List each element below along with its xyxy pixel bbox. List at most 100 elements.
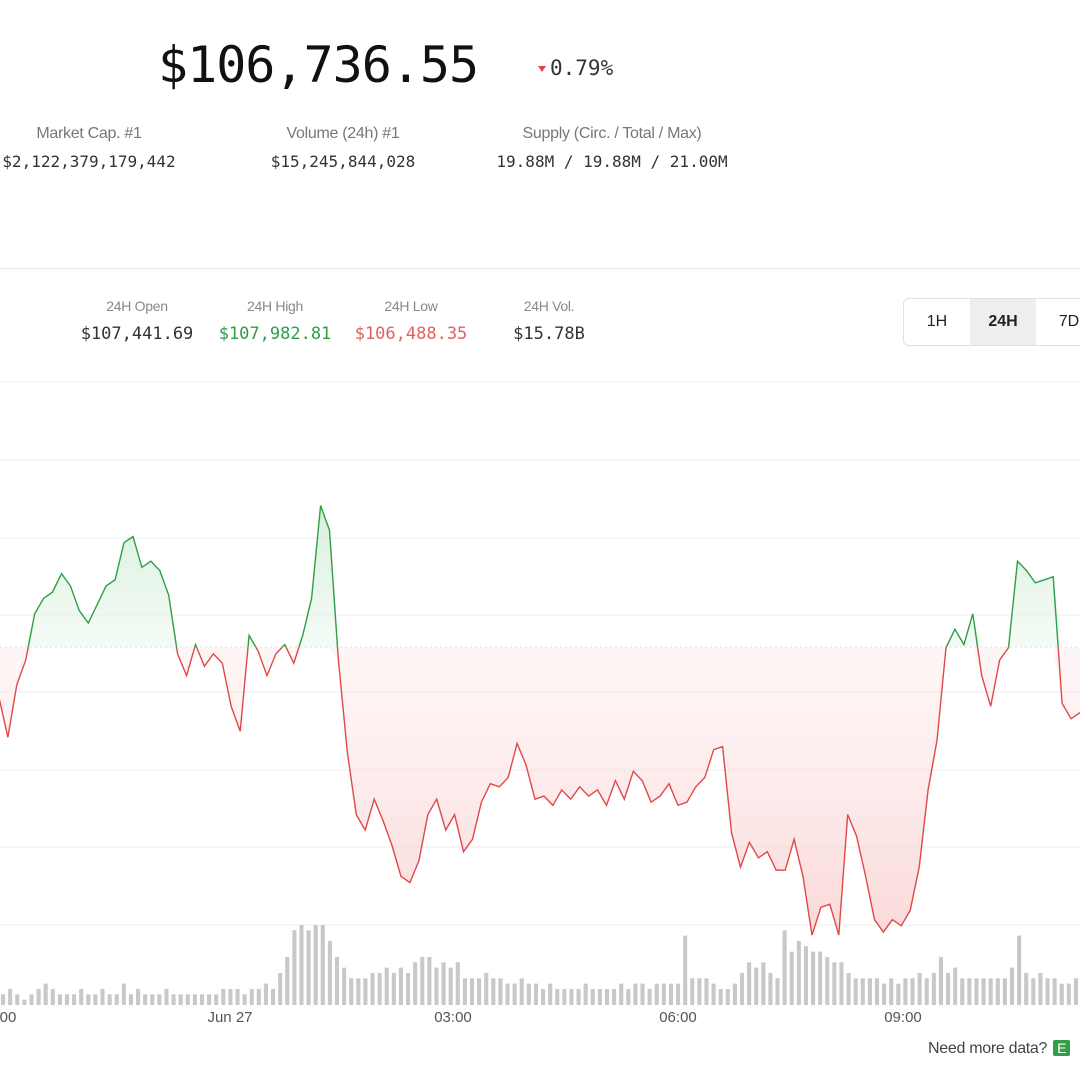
volume-bar xyxy=(576,989,581,1005)
volume-bar xyxy=(640,983,645,1005)
volume-bar xyxy=(661,983,666,1005)
volume-bar xyxy=(434,967,439,1005)
volume-bar xyxy=(36,989,41,1005)
volume-bar xyxy=(349,978,354,1005)
range-24h-button[interactable]: 24H xyxy=(970,299,1036,345)
range-7d-button[interactable]: 7D xyxy=(1058,313,1080,330)
volume-bar xyxy=(327,941,332,1005)
volume-bar xyxy=(164,989,169,1005)
more-data-cta-button[interactable]: E xyxy=(1053,1040,1071,1056)
volume-bar xyxy=(917,973,922,1005)
volume-bar xyxy=(1045,978,1050,1005)
volume-bar xyxy=(469,978,475,1005)
volume-bar xyxy=(995,978,1000,1005)
volume-bar xyxy=(946,973,951,1005)
volume-bar xyxy=(981,978,986,1005)
x-tick-label: 03:00 xyxy=(434,1009,472,1026)
volume-bar xyxy=(370,973,375,1005)
x-axis-ticks: 00 Jun 27 03:00 06:00 09:00 xyxy=(0,1009,922,1026)
volume-bar xyxy=(583,983,588,1005)
vol-label: 24H Vol. xyxy=(523,298,575,314)
market-cap-value: $2,122,379,179,442 xyxy=(2,152,176,171)
volume-bar xyxy=(356,978,361,1005)
volume-bar xyxy=(818,951,823,1005)
price-line-down xyxy=(0,647,1080,936)
volume-bar xyxy=(334,957,340,1005)
volume-bar xyxy=(931,973,936,1005)
volume-bar xyxy=(1009,967,1015,1005)
volume-bar xyxy=(228,989,233,1005)
volume-bar xyxy=(597,989,602,1005)
volume-bar xyxy=(711,983,716,1005)
volume-bar xyxy=(79,989,84,1005)
volume-bar xyxy=(718,989,723,1005)
volume-bar xyxy=(1059,983,1064,1005)
volume-bar xyxy=(249,989,254,1005)
volume-bar xyxy=(406,973,411,1005)
volume-bar xyxy=(704,978,709,1005)
below-open-fill xyxy=(0,647,1080,936)
volume-bar xyxy=(533,983,538,1005)
volume-bar xyxy=(498,978,503,1005)
volume-bar xyxy=(555,989,560,1005)
low-stat: 24H Low $106,488.35 xyxy=(346,298,476,344)
volume-bar xyxy=(441,962,446,1005)
volume-bar xyxy=(633,983,638,1005)
volume-bar xyxy=(882,983,887,1005)
high-stat: 24H High $107,982.81 xyxy=(210,298,340,344)
volume-bar xyxy=(775,978,780,1005)
volume-bar xyxy=(420,957,425,1005)
volume-bar xyxy=(803,946,808,1005)
down-triangle-icon xyxy=(538,66,546,72)
volume-bar xyxy=(1052,978,1057,1005)
volume-bar xyxy=(782,930,787,1005)
price-line-up xyxy=(27,505,1059,648)
volume-bar xyxy=(398,967,403,1005)
volume-bar xyxy=(214,994,219,1005)
volume-bar xyxy=(1,994,6,1005)
high-value: $107,982.81 xyxy=(218,324,332,344)
volume-bar xyxy=(64,994,70,1005)
x-tick-label: 09:00 xyxy=(884,1009,922,1026)
high-label: 24H High xyxy=(247,298,303,314)
volume-bar xyxy=(107,994,112,1005)
volume-bar xyxy=(448,967,453,1005)
volume-bar xyxy=(739,973,745,1005)
volume-bar xyxy=(974,978,979,1005)
volume-bar xyxy=(1017,935,1022,1005)
volume-bar xyxy=(512,983,517,1005)
volume-bar xyxy=(114,994,119,1005)
volume-bar xyxy=(1024,973,1029,1005)
volume-bar xyxy=(988,978,993,1005)
volume-bar xyxy=(832,962,837,1005)
volume-bar xyxy=(569,989,574,1005)
market-cap-stat: Market Cap. #1 $2,122,379,179,442 xyxy=(0,125,184,171)
volume-bar xyxy=(299,925,304,1005)
volume-bar xyxy=(1031,978,1036,1005)
volume-bar xyxy=(938,957,943,1005)
volume-bar xyxy=(960,978,965,1005)
volume-bar xyxy=(761,962,766,1005)
low-label: 24H Low xyxy=(384,298,438,314)
open-label: 24H Open xyxy=(106,298,168,314)
x-tick-label: 06:00 xyxy=(659,1009,697,1026)
x-tick-label: 00 xyxy=(0,1009,16,1026)
volume-bar xyxy=(668,983,673,1005)
volume-bar xyxy=(562,989,567,1005)
volume-bar xyxy=(57,994,62,1005)
supply-label: Supply (Circ. / Total / Max) xyxy=(522,125,702,142)
supply-stat: Supply (Circ. / Total / Max) 19.88M / 19… xyxy=(486,125,738,171)
volume-bar xyxy=(676,983,681,1005)
volume-bar xyxy=(1073,978,1078,1005)
volume-bar xyxy=(1038,973,1043,1005)
volume-bar xyxy=(93,994,98,1005)
current-price: $106,736.55 xyxy=(158,36,479,94)
price-chart[interactable]: 00 Jun 27 03:00 06:00 09:00 xyxy=(0,370,1080,1030)
volume-bar xyxy=(604,989,610,1005)
volume-bar xyxy=(896,983,901,1005)
volume-bar xyxy=(590,989,595,1005)
volume-bar xyxy=(647,989,652,1005)
range-1h-button[interactable]: 1H xyxy=(926,313,948,330)
volume-stat: Volume (24h) #1 $15,245,844,028 xyxy=(248,125,438,171)
need-more-data: Need more data? E xyxy=(928,1040,1071,1058)
